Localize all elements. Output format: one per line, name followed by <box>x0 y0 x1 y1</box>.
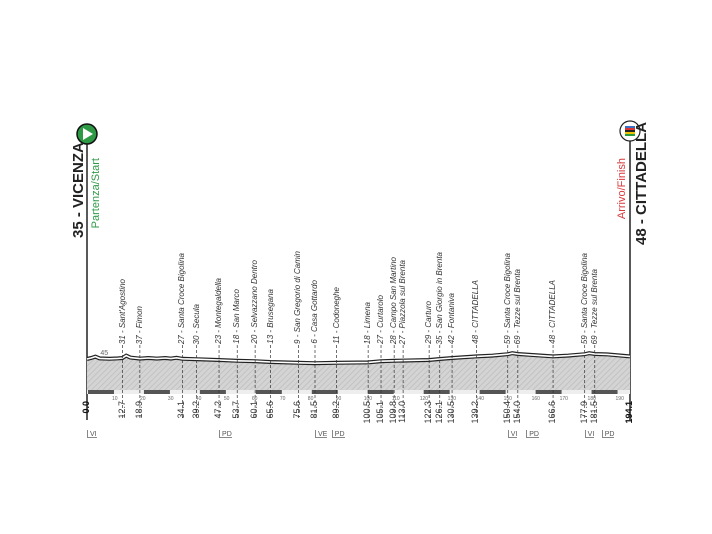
axis-tick-label: 50 <box>223 396 230 402</box>
waypoint-km: 130.5 <box>446 401 457 424</box>
province-marker: VI <box>507 430 518 438</box>
waypoint-km: 34.1 <box>176 401 187 419</box>
distance-band-segment <box>479 390 506 394</box>
waypoint-label: 37 - Fimon <box>134 305 144 344</box>
distance-band-segment <box>423 390 450 394</box>
province-marker: VI <box>87 430 97 438</box>
axis-tick-label: 140 <box>475 396 484 402</box>
axis-tick-label: 40 <box>195 396 202 402</box>
distance-band-segment <box>535 390 562 394</box>
distance-band-segment <box>88 390 114 394</box>
waypoint-km: 166.6 <box>547 401 558 424</box>
axis-tick-label: 90 <box>335 396 342 402</box>
distance-band-segment <box>591 390 618 394</box>
waypoint-km: 105.1 <box>375 401 386 424</box>
waypoint-km: 47.2 <box>213 401 224 419</box>
distance-band-segment <box>199 390 226 394</box>
finish-city: 48 - CITTADELLA <box>633 121 650 245</box>
waypoint-km: 126.1 <box>433 401 444 424</box>
province-marker: PD <box>331 430 345 438</box>
waypoint-km: 100.5 <box>362 401 373 424</box>
waypoint-km: 154.0 <box>511 401 522 424</box>
axis-tick-label: 70 <box>279 396 286 402</box>
waypoint-km: 53.7 <box>231 401 242 419</box>
waypoint-label: 48 - CITTADELLA <box>471 280 481 344</box>
profile-line <box>86 352 631 365</box>
axis-tick-label: 170 <box>559 396 568 402</box>
province-marker: PD <box>219 430 232 438</box>
axis-tick-label: 190 <box>615 396 624 402</box>
axis-tick-label: 180 <box>587 396 596 402</box>
axis-tick-label: 130 <box>447 396 457 402</box>
waypoint-label: 30 - Secula <box>191 303 201 344</box>
waypoint-km: 113.0 <box>397 401 408 423</box>
waypoint-label: 6 - Casa Gottardo <box>309 280 319 344</box>
waypoint-label: 18 - San Marco <box>232 289 242 344</box>
waypoint-km: 39.2 <box>190 401 201 419</box>
altitude-label: 45 <box>100 350 109 357</box>
waypoint-label: 27 - Piazzola sul Brenta <box>398 259 408 345</box>
waypoint-label: 59 - Santa Croce Bigolina <box>579 252 589 344</box>
distance-band-segment <box>143 390 170 394</box>
waypoint-km: 89.2 <box>330 401 341 419</box>
waypoint-label: 20 - Selvazzano Dentro <box>250 260 260 344</box>
waypoint-label: 69 - Tezze sul Brenta <box>589 268 599 344</box>
waypoint-label: 13 - Brusegana <box>265 289 275 344</box>
province-marker: VI <box>584 430 595 438</box>
profile-area <box>87 353 630 390</box>
waypoint-label: 42 - Fontaniva <box>447 292 457 344</box>
waypoint-km: 60.1 <box>249 401 260 419</box>
distance-band-segment <box>311 390 338 394</box>
axis-tick-label: 60 <box>251 396 258 402</box>
waypoint-label: 35 - San Giorgio in Brenta <box>434 251 444 345</box>
waypoint-label: 69 - Tezze sul Brenta <box>512 268 522 344</box>
waypoint-label: 18 - Limena <box>363 301 373 344</box>
waypoint-km: 194.1 <box>624 401 634 424</box>
axis-tick-label: 120 <box>419 396 429 402</box>
waypoint-label: 9 - San Gregorio di Camin <box>293 251 303 344</box>
waypoint-km: 0.0 <box>81 401 91 414</box>
waypoint-label: 31 - Sant'Agostino <box>117 278 127 344</box>
waypoint-km: 81.5 <box>308 401 319 419</box>
waypoint-label: 27 - Santa Croce Bigolina <box>177 252 187 344</box>
waypoint-km: 12.7 <box>116 401 127 419</box>
axis-tick-label: 30 <box>167 396 174 402</box>
waypoint-km: 181.5 <box>588 401 599 424</box>
distance-band-segment <box>255 390 282 394</box>
finish-label: Arrivo/Finish <box>616 158 628 220</box>
waypoint-km: 18.9 <box>133 401 144 419</box>
waypoint-label: 27 - Curtarolo <box>376 295 386 344</box>
waypoint-km: 122.3 <box>423 401 434 424</box>
axis-tick-label: 20 <box>139 396 146 402</box>
waypoint-label: 29 - Carturo <box>424 301 434 344</box>
waypoint-km: 177.9 <box>578 401 589 424</box>
province-marker: PD <box>526 430 539 438</box>
distance-band <box>87 390 630 394</box>
play-icon-glyph <box>83 128 93 140</box>
waypoint-km: 75.6 <box>292 401 303 419</box>
axis-tick-label: 10 <box>111 396 118 402</box>
waypoint-label: 11 - Codoneghe <box>331 287 341 344</box>
rainbow-jersey-icon <box>619 120 641 142</box>
axis-tick-label: 100 <box>363 396 373 402</box>
axis-tick-label: 110 <box>391 396 400 402</box>
waypoint-label: 48 - CITTADELLA <box>548 280 558 344</box>
waypoint-label: 59 - Santa Croce Bigolina <box>502 252 512 344</box>
axis-tick-label: 150 <box>503 396 512 402</box>
waypoint-km: 150.4 <box>501 401 512 424</box>
axis-tick-label: 160 <box>531 396 540 402</box>
waypoint-label: 28 - Campo San Martino <box>389 256 399 344</box>
province-marker: PD <box>601 430 615 438</box>
waypoint-label: 23 - Montegaldella <box>214 278 224 344</box>
waypoint-km: 65.6 <box>264 401 275 419</box>
start-label: Partenza/Start <box>90 158 102 229</box>
waypoint-km: 139.2 <box>470 401 481 424</box>
province-marker: VE <box>314 430 328 438</box>
axis-tick-label: 80 <box>307 396 314 402</box>
start-city: 35 - VICENZA <box>70 142 87 238</box>
